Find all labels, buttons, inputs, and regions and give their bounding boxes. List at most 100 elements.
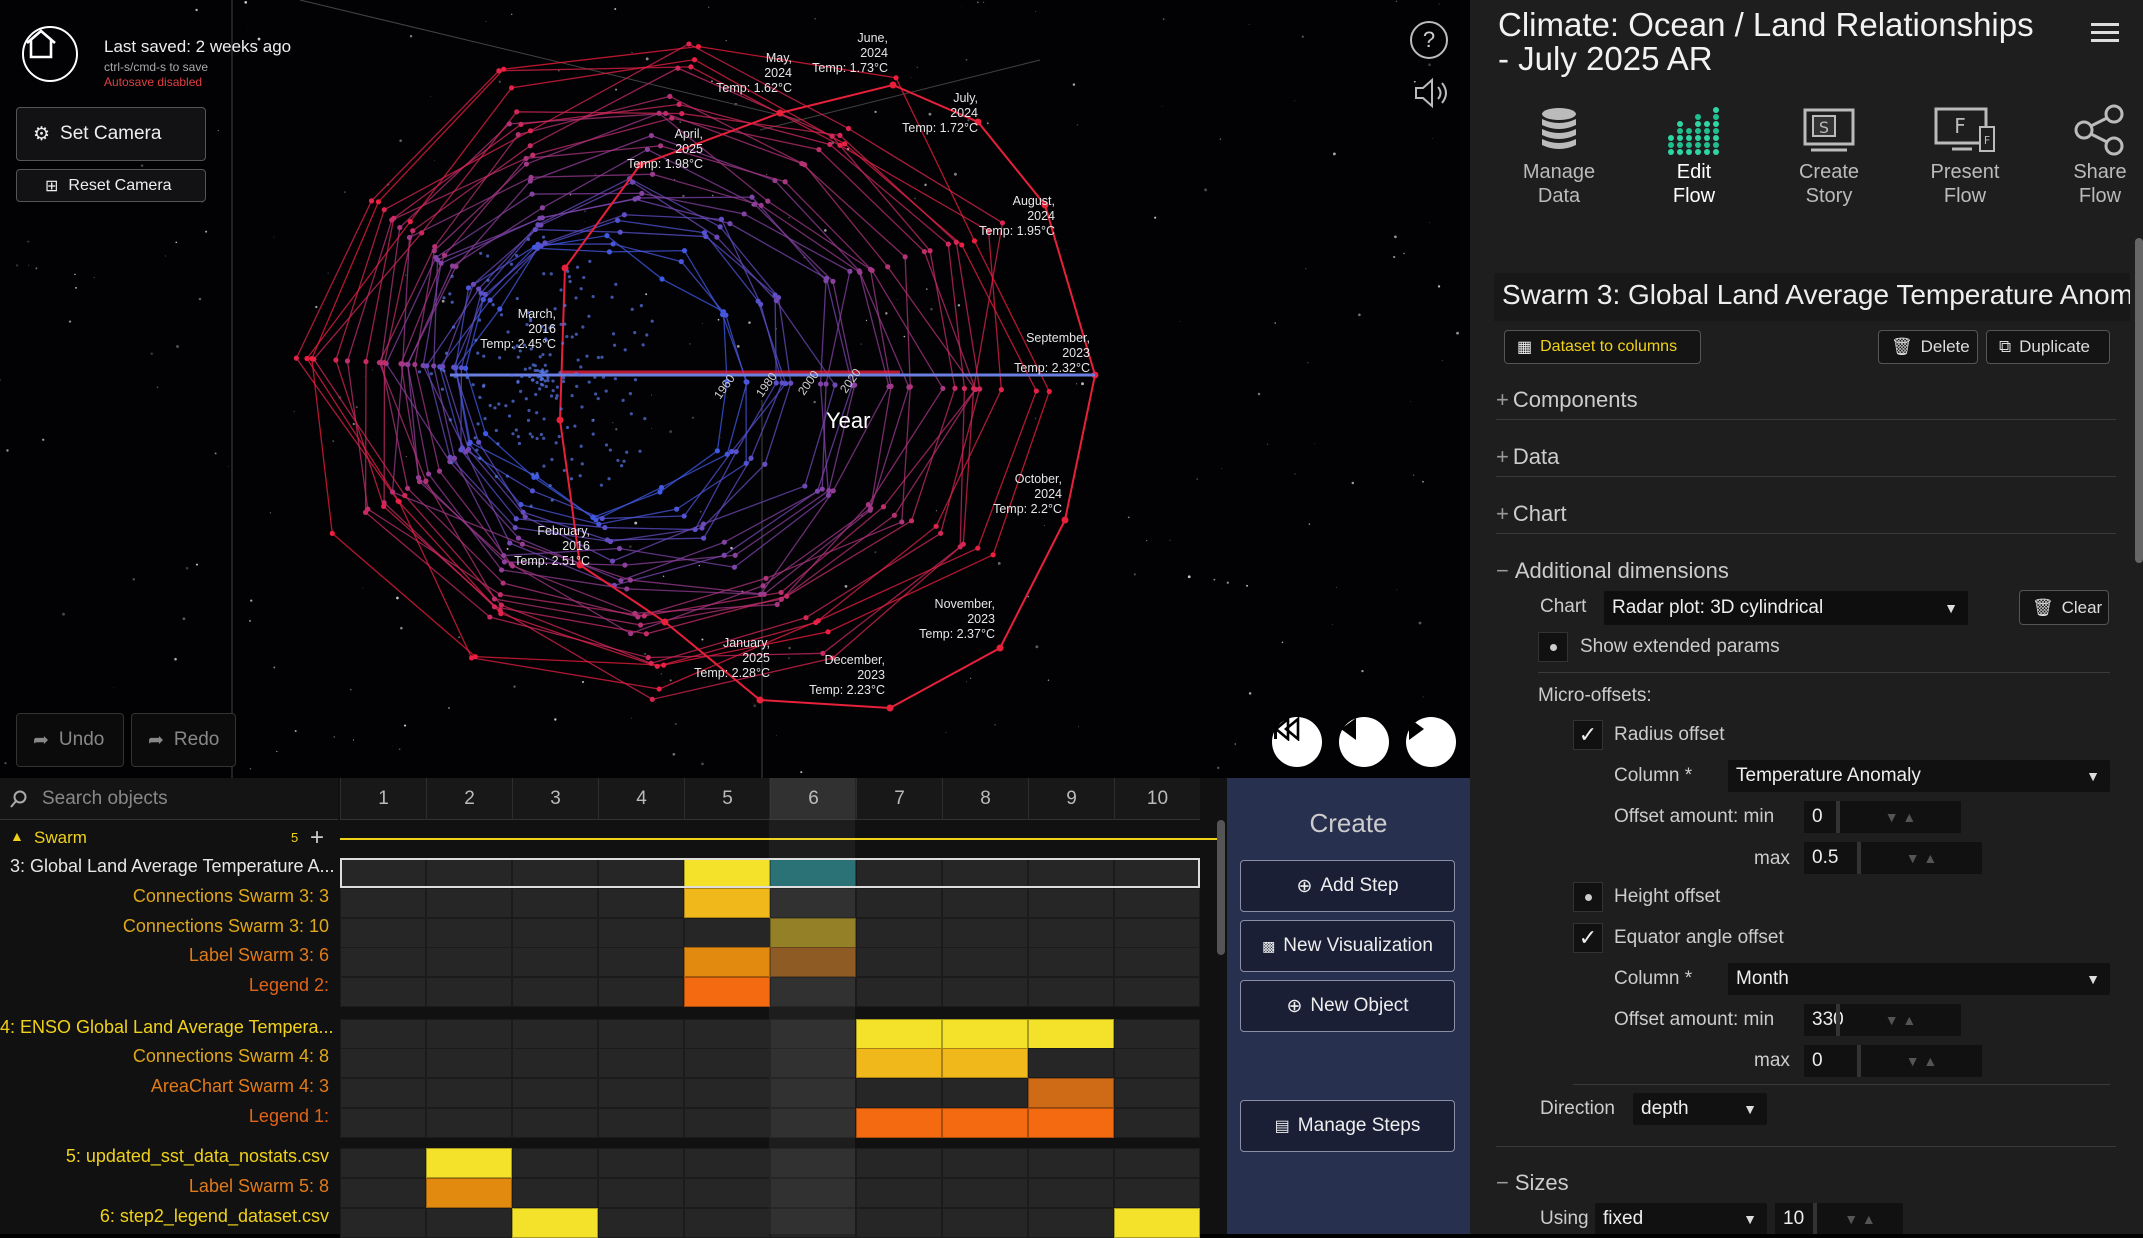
timeline-cell[interactable]: [1028, 918, 1114, 948]
timeline-cell[interactable]: [856, 888, 942, 918]
timeline-cell[interactable]: [598, 1178, 684, 1208]
timeline-cell[interactable]: [426, 977, 512, 1007]
timeline-cell[interactable]: [1114, 947, 1200, 977]
timeline-cell[interactable]: [598, 1108, 684, 1138]
next-step-button[interactable]: [1406, 717, 1456, 767]
step-column-header[interactable]: 3: [512, 778, 598, 820]
timeline-cell[interactable]: [942, 977, 1028, 1007]
timeline-cell[interactable]: [770, 1048, 856, 1078]
timeline-cell[interactable]: [1028, 1148, 1114, 1178]
help-button[interactable]: ?: [1410, 21, 1448, 59]
timeline-cell[interactable]: [1114, 1019, 1200, 1049]
step-column-header[interactable]: 8: [942, 778, 1028, 820]
timeline-cell[interactable]: [684, 1019, 770, 1049]
timeline-cell[interactable]: [856, 1148, 942, 1178]
timeline-cell[interactable]: [856, 1048, 942, 1078]
section-additional-dimensions[interactable]: − Additional dimensions: [1496, 551, 2116, 591]
timeline-cell[interactable]: [340, 1048, 426, 1078]
timeline-row-label[interactable]: Connections Swarm 3: 3: [132, 886, 329, 906]
timeline-row-label[interactable]: Legend 2:: [248, 975, 329, 995]
timeline-cell[interactable]: [942, 1019, 1028, 1049]
timeline-cell[interactable]: [856, 1019, 942, 1049]
timeline-cell[interactable]: [856, 1108, 942, 1138]
size-input[interactable]: 10 ▼ ▲: [1775, 1203, 1903, 1234]
timeline-cell[interactable]: [340, 918, 426, 948]
timeline-cell[interactable]: [340, 1178, 426, 1208]
timeline-cell[interactable]: [684, 918, 770, 948]
timeline-cell[interactable]: [598, 1048, 684, 1078]
step-column-header[interactable]: 9: [1028, 778, 1114, 820]
section-data[interactable]: + Data: [1496, 437, 2116, 477]
timeline-cell[interactable]: [598, 1019, 684, 1049]
timeline-cell[interactable]: [684, 947, 770, 977]
timeline-cell[interactable]: [770, 1178, 856, 1208]
step-column-header[interactable]: 6: [770, 778, 856, 820]
timeline-cell[interactable]: [426, 918, 512, 948]
timeline-cell[interactable]: [1028, 947, 1114, 977]
using-select[interactable]: fixed ▼: [1595, 1203, 1767, 1234]
equator-offset-checkbox[interactable]: ✓: [1573, 923, 1603, 953]
timeline-cell[interactable]: [942, 1048, 1028, 1078]
timeline-cell[interactable]: [1114, 1208, 1200, 1238]
timeline-cell[interactable]: [942, 1178, 1028, 1208]
stepper-icon[interactable]: ▼ ▲: [1857, 842, 1982, 874]
timeline-cell[interactable]: [1114, 1148, 1200, 1178]
timeline-cell[interactable]: [1028, 1208, 1114, 1238]
set-camera-button[interactable]: ⚙ Set Camera: [16, 107, 206, 161]
timeline-cell[interactable]: [512, 1078, 598, 1108]
timeline-cell[interactable]: [340, 1078, 426, 1108]
stepper-icon[interactable]: ▼ ▲: [1836, 801, 1961, 833]
timeline-cell[interactable]: [942, 947, 1028, 977]
radius-max-input[interactable]: 0.5 ▼ ▲: [1804, 842, 1982, 874]
home-button[interactable]: [22, 26, 78, 82]
timeline-cell[interactable]: [770, 977, 856, 1007]
timeline-cell[interactable]: [684, 1108, 770, 1138]
dataset-to-columns-button[interactable]: ▦ Dataset to columns: [1504, 330, 1701, 364]
timeline-cell[interactable]: [426, 1108, 512, 1138]
menu-icon[interactable]: [2091, 23, 2119, 42]
timeline-cell[interactable]: [942, 1108, 1028, 1138]
timeline-cell[interactable]: [340, 977, 426, 1007]
nav-create-story[interactable]: S Create Story: [1774, 100, 1884, 208]
section-chart[interactable]: + Chart: [1496, 494, 2116, 534]
timeline-cell[interactable]: [770, 1148, 856, 1178]
add-group-item-icon[interactable]: +: [310, 824, 325, 851]
timeline-row-label[interactable]: AreaChart Swarm 4: 3: [150, 1076, 329, 1096]
first-step-button[interactable]: [1272, 717, 1322, 767]
manage-steps-button[interactable]: ▤ Manage Steps: [1240, 1100, 1455, 1152]
timeline-cell[interactable]: [426, 858, 512, 888]
show-extended-toggle[interactable]: [1538, 632, 1568, 662]
timeline-cell[interactable]: [1114, 918, 1200, 948]
timeline-cell[interactable]: [426, 947, 512, 977]
timeline-cell[interactable]: [1028, 1108, 1114, 1138]
timeline-cell[interactable]: [598, 1078, 684, 1108]
timeline-cell[interactable]: [1028, 977, 1114, 1007]
timeline-cell[interactable]: [684, 977, 770, 1007]
timeline-cell[interactable]: [684, 1048, 770, 1078]
timeline-scrollbar[interactable]: [1217, 820, 1225, 955]
timeline-cell[interactable]: [426, 1019, 512, 1049]
timeline-cell[interactable]: [426, 888, 512, 918]
timeline-row-label[interactable]: Legend 1:: [248, 1106, 329, 1126]
timeline-cell[interactable]: [1028, 1048, 1114, 1078]
timeline-cell[interactable]: [1028, 1019, 1114, 1049]
timeline-cell[interactable]: [942, 1078, 1028, 1108]
timeline-cell[interactable]: [512, 1178, 598, 1208]
equator-max-input[interactable]: 0 ▼ ▲: [1804, 1045, 1982, 1077]
timeline-cell[interactable]: [512, 1108, 598, 1138]
timeline-cell[interactable]: [598, 1208, 684, 1238]
timeline-cell[interactable]: [684, 1078, 770, 1108]
delete-button[interactable]: 🗑 Delete: [1878, 330, 1978, 364]
timeline-cell[interactable]: [770, 1208, 856, 1238]
step-column-header[interactable]: 4: [598, 778, 684, 820]
timeline-row-label[interactable]: Label Swarm 3: 6: [188, 945, 329, 965]
timeline-cell[interactable]: [1114, 977, 1200, 1007]
nav-edit-flow[interactable]: Edit Flow: [1639, 100, 1749, 208]
timeline-cell[interactable]: [856, 1078, 942, 1108]
timeline-cell[interactable]: [598, 977, 684, 1007]
step-column-header[interactable]: 10: [1114, 778, 1200, 820]
timeline-cell[interactable]: [512, 1048, 598, 1078]
timeline-cell[interactable]: [1028, 888, 1114, 918]
timeline-cell[interactable]: [340, 888, 426, 918]
timeline-cell[interactable]: [598, 947, 684, 977]
